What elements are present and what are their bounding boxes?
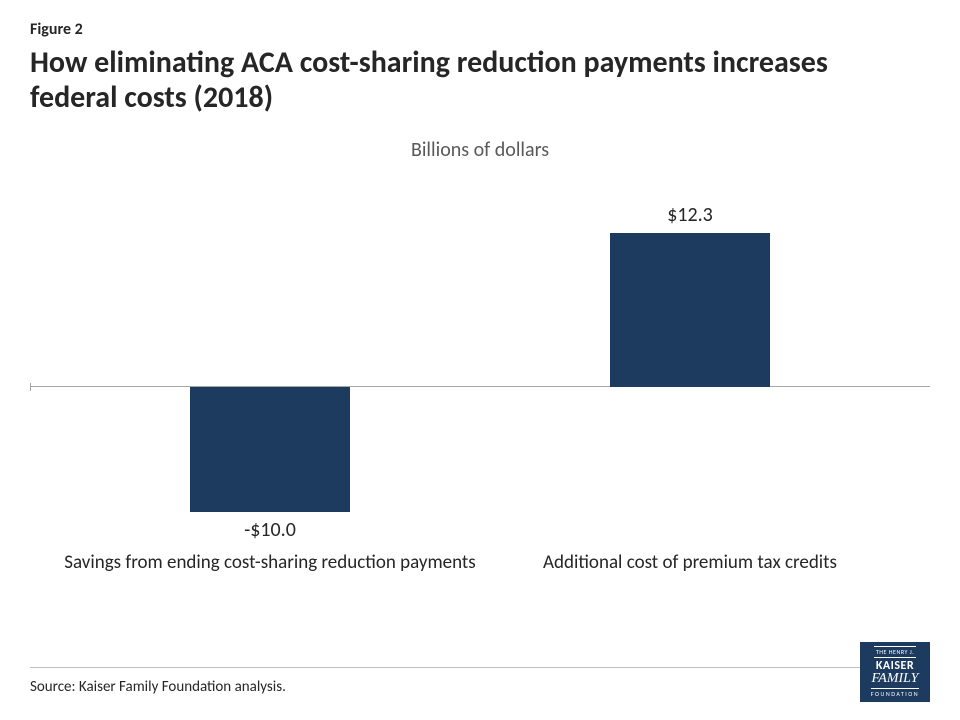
value-label: $12.3 (590, 203, 790, 227)
bar (190, 387, 350, 512)
logo-line-4: FOUNDATION (871, 688, 919, 698)
y-axis-tick (30, 383, 31, 391)
value-label: -$10.0 (170, 518, 370, 542)
footer-divider (30, 667, 930, 668)
category-label: Additional cost of premium tax credits (480, 552, 900, 575)
chart-subtitle: Billions of dollars (30, 138, 930, 162)
source-text: Source: Kaiser Family Foundation analysi… (30, 678, 286, 696)
figure-label: Figure 2 (30, 20, 930, 39)
kff-logo: THE HENRY J. KAISER FAMILY FOUNDATION (860, 642, 930, 702)
bar (610, 233, 770, 387)
bar-chart: -$10.0 Savings from ending cost-sharing r… (30, 172, 930, 572)
chart-title: How eliminating ACA cost-sharing reducti… (30, 45, 910, 116)
slide: Figure 2 How eliminating ACA cost-sharin… (0, 0, 960, 720)
category-label: Savings from ending cost-sharing reducti… (60, 552, 480, 575)
logo-line-1: THE HENRY J. (874, 646, 916, 658)
logo-line-3: FAMILY (872, 671, 919, 687)
x-axis (30, 386, 930, 387)
